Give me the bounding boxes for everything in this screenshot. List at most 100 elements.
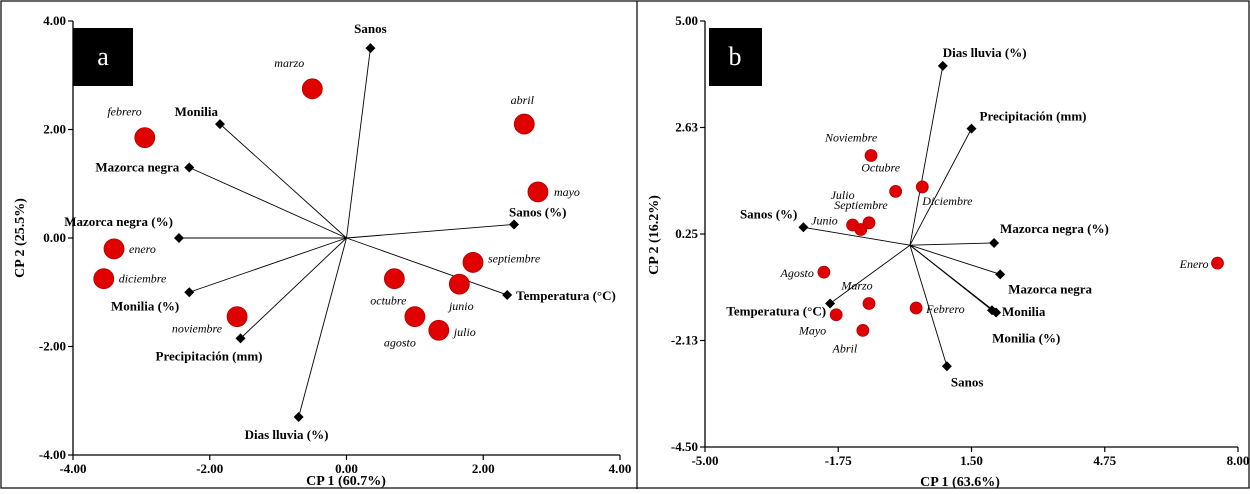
vector-label-dias-lluvia: Dias lluvia (%) — [245, 427, 329, 442]
vector-line-precipitacion-mm — [909, 128, 972, 246]
panel-b-y-tick-label: -4.50 — [671, 439, 698, 454]
point-noviembre — [864, 149, 878, 162]
point-diciembre — [915, 180, 929, 194]
vector-line-sanos — [803, 226, 911, 246]
vector-line-temperatura-c — [829, 244, 911, 304]
panel-b-x-tick-label: 8.00 — [1227, 453, 1250, 468]
vector-label-dias-lluvia: Dias lluvia (%) — [943, 45, 1027, 60]
panel-a: a -4.00 -2.00 0.00 2.00 4.00 -4.00 -2.00 0.00 2.… — [13, 13, 631, 489]
vector-label-sanos: Sanos (%) — [740, 206, 797, 221]
vector-marker-monilia — [184, 287, 195, 298]
panel-a-y-tick-label: -4.00 — [39, 447, 66, 462]
point-label-abril: abril — [511, 93, 535, 107]
vector-marker-sanos — [509, 219, 520, 230]
panel-a-x-axis-title: CP 1 (60.7%) — [306, 474, 386, 489]
vector-label-mazorca-negra: Mazorca negra — [95, 159, 179, 174]
vector-line-monilia — [189, 237, 347, 293]
vector-line-mazorca-negra — [909, 244, 1001, 275]
vector-label-monilia: Monilia — [175, 104, 219, 119]
vector-label-mazorca-negra: Mazorca negra (%) — [64, 214, 173, 229]
point-marzo — [301, 78, 323, 100]
panel-a-badge — [73, 28, 133, 86]
vector-marker-sanos — [798, 222, 809, 233]
vector-label-sanos: Sanos (%) — [509, 204, 566, 219]
vector-line-monilia — [909, 244, 997, 313]
point-septiembre — [462, 252, 484, 273]
panel-b-y-tick-label: 0.25 — [675, 226, 698, 241]
point-mayo — [829, 308, 843, 322]
vector-label-sanos: Sanos — [951, 374, 984, 389]
panel-a-badge-label: a — [97, 42, 109, 71]
vector-marker-dias-lluvia — [293, 412, 304, 423]
point-noviembre — [226, 306, 248, 328]
panel-a-x-tick-label: -4.00 — [59, 461, 86, 476]
point-julio — [428, 319, 450, 341]
point-febrero — [909, 301, 923, 315]
vector-label-sanos: Sanos — [354, 21, 387, 36]
vector-marker-mazorca-negra — [184, 162, 195, 173]
panel-a-y-tick-label: 0.00 — [43, 230, 66, 245]
vector-line-sanos — [346, 48, 371, 239]
vector-marker-mazorca-negra — [173, 233, 184, 243]
point-label-septiembre: Septiembre — [834, 198, 888, 212]
panel-b-badge — [709, 28, 762, 86]
point-label-agosto: Agosto — [780, 266, 814, 280]
point-label-abril: Abril — [832, 341, 858, 355]
vector-line-mazorca-negra — [189, 167, 347, 239]
vector-marker-precipitacion-mm — [966, 123, 977, 134]
point-label-septiembre: septiembre — [488, 251, 541, 265]
vector-marker-dias-lluvia — [937, 60, 948, 71]
point-label-noviembre: noviembre — [172, 322, 223, 336]
vector-marker-temperatura-c — [825, 298, 836, 309]
vector-marker-monilia — [215, 119, 226, 130]
panel-b-y-axis-title: CP 2 (16.2%) — [647, 195, 662, 275]
point-mayo — [527, 181, 549, 203]
vector-marker-mazorca-negra — [995, 269, 1006, 280]
point-label-junio: junio — [447, 299, 474, 313]
panel-a-y-tick-label: 2.00 — [43, 122, 66, 137]
vector-line-monilia — [219, 123, 347, 239]
point-label-enero: Enero — [1179, 257, 1209, 271]
point-label-marzo: marzo — [274, 56, 304, 70]
point-label-julio: Julio — [831, 188, 855, 202]
vector-line-dias-lluvia — [298, 237, 347, 418]
panel-b-x-tick-label: -1.75 — [825, 453, 853, 468]
vector-label-monilia: Monilia (%) — [992, 330, 1060, 345]
panel-a-x-tick-label: 0.00 — [335, 461, 358, 476]
point-label-agosto: agosto — [384, 336, 416, 350]
point-junio — [854, 223, 868, 236]
panel-b-x-axis-title: CP 1 (63.6%) — [920, 475, 1000, 489]
vector-line-temperatura-c — [346, 237, 508, 296]
point-diciembre — [93, 268, 115, 290]
point-label-febrero: Febrero — [925, 302, 964, 316]
point-junio — [448, 273, 470, 295]
point-enero — [1211, 256, 1224, 270]
point-agosto — [404, 306, 426, 328]
vector-label-mazorca-negra: Mazorca negra (%) — [1000, 221, 1109, 236]
point-label-mayo: mayo — [554, 185, 580, 199]
point-label-diciembre: diciembre — [119, 272, 167, 286]
panel-a-y-tick-label: -2.00 — [39, 339, 66, 354]
point-label-diciembre: Diciembre — [921, 194, 973, 208]
point-octubre — [383, 268, 405, 290]
point-enero — [103, 238, 125, 260]
point-label-enero: enero — [129, 242, 156, 256]
vector-line-sanos — [909, 245, 948, 367]
point-label-febrero: febrero — [107, 105, 141, 119]
panel-a-y-tick-label: 4.00 — [43, 13, 66, 28]
panel-a-y-axis-title: CP 2 (25.5%) — [13, 198, 28, 278]
vector-marker-sanos — [365, 43, 376, 54]
point-marzo — [862, 297, 876, 310]
point-label-noviembre: Noviembre — [824, 131, 878, 145]
point-abril — [513, 113, 535, 135]
point-label-octubre: octubre — [370, 294, 407, 308]
panel-b-x-tick-label: 1.50 — [960, 453, 983, 468]
vector-marker-mazorca-negra — [989, 237, 1000, 248]
vector-line-sanos — [346, 223, 515, 239]
vector-label-precipitacion-mm: Precipitación (mm) — [156, 348, 263, 363]
vector-line-dias-lluvia — [909, 65, 944, 246]
point-octubre — [889, 184, 903, 198]
